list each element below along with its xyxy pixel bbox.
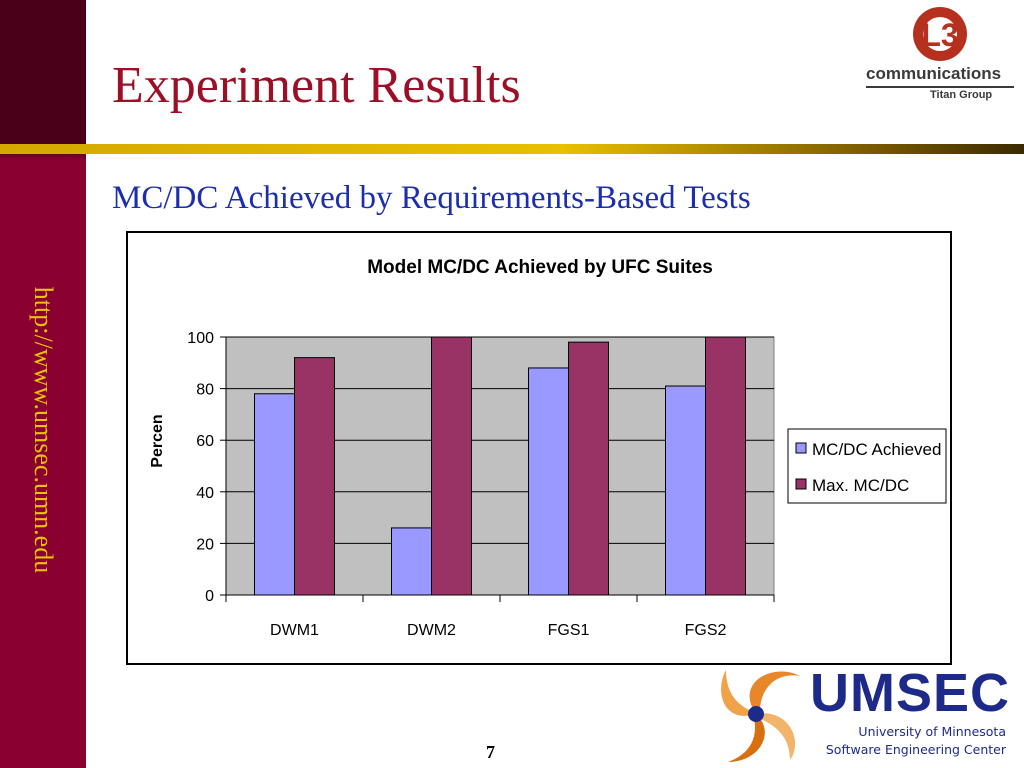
x-tick-label: FGS2 [685,622,727,639]
x-tick-label: DWM1 [270,622,319,639]
l3-logo-word: communications [866,64,1002,83]
umsec-logo-line2: Software Engineering Center [825,742,1006,757]
bar-max-mcdc-dwm1 [294,357,335,596]
sidebar: http://www.umsec.umn.edu [0,0,86,768]
l3-logo-group: Titan Group [930,89,993,101]
y-tick-label: 20 [196,536,214,553]
bar-mcdc-achieved-fgs2 [665,385,706,596]
chart-title: Model MC/DC Achieved by UFC Suites [367,257,713,278]
bar-max-mcdc-dwm2 [431,336,472,596]
x-tick-labels: DWM1 DWM2 FGS1 FGS2 [270,622,726,639]
umsec-logo-line1: University of Minnesota [858,724,1006,739]
bars [254,336,746,596]
x-tick-label: FGS1 [548,622,590,639]
y-tick-label: 40 [196,485,214,502]
l3-logo-inner [923,17,957,51]
slide-subtitle: MC/DC Achieved by Requirements-Based Tes… [112,180,751,216]
legend-swatch [795,478,807,490]
l3-logo-mark: L3 [921,17,958,53]
chart-frame: Model MC/DC Achieved by UFC Suites 0 20 40… [126,231,952,665]
slide-title: Experiment Results [112,57,521,114]
side-url: http://www.umsec.umn.edu [29,286,58,574]
bar-mcdc-achieved-dwm2 [391,527,432,596]
legend-label: Max. MC/DC [812,476,909,495]
umsec-swirl-icon [721,670,800,762]
y-tick-label: 80 [196,382,214,399]
page-number: 7 [486,742,495,762]
legend-swatch [795,442,807,454]
y-tick-labels: 0 20 40 60 80 100 [187,330,214,605]
bar-max-mcdc-fgs1 [568,341,609,596]
legend: MC/DC Achieved Max. MC/DC [787,428,947,504]
title-divider [0,144,1024,154]
x-tick-label: DWM2 [407,622,456,639]
legend-box [787,428,947,504]
bar-chart: Model MC/DC Achieved by UFC Suites 0 20 40… [149,257,947,639]
bar-max-mcdc-fgs2 [705,336,746,596]
umsec-logo-word: UMSEC [810,663,1011,723]
bar-mcdc-achieved-fgs1 [528,367,569,596]
y-axis-label: Percen [149,414,166,467]
y-tick-label: 100 [187,330,214,347]
bar-mcdc-achieved-dwm1 [254,393,295,596]
y-tick-label: 0 [205,588,214,605]
l3-logo-underline [866,86,1014,88]
axes [220,336,775,602]
l3-logo: L3 [913,7,967,61]
y-tick-label: 60 [196,433,214,450]
legend-label: MC/DC Achieved [812,440,941,459]
